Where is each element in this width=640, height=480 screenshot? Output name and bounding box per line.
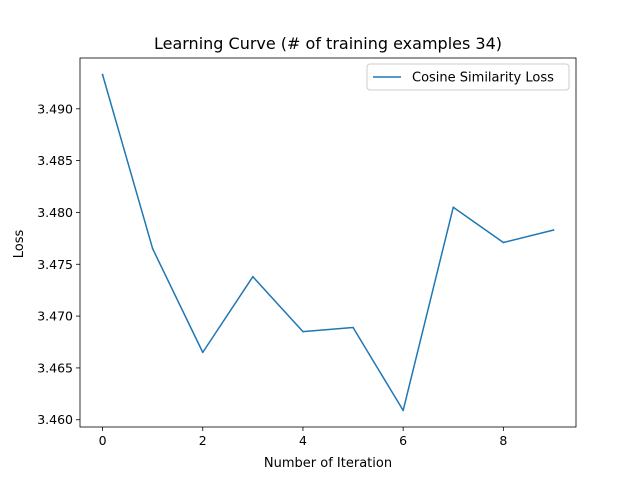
y-axis-label: Loss — [12, 230, 27, 259]
plot-area: 0 2 4 6 8 3.460 3.465 3.470 3.475 3.480 3.485 3.490 — [37, 57, 577, 448]
y-tick-label: 3.485 — [37, 153, 73, 168]
y-tick-label: 3.475 — [37, 257, 73, 272]
x-tick-label: 2 — [199, 433, 207, 448]
x-tick-label: 0 — [99, 433, 107, 448]
data-point — [302, 330, 304, 333]
data-point — [101, 73, 104, 76]
y-tick-label: 3.465 — [37, 360, 73, 375]
x-tick-label: 6 — [399, 433, 407, 448]
data-point — [252, 275, 254, 278]
legend-label: Cosine Similarity Loss — [412, 71, 554, 86]
axes-frame — [79, 57, 577, 428]
y-tick-label: 3.490 — [37, 101, 73, 116]
data-point — [502, 241, 505, 244]
x-tick-label: 8 — [499, 433, 507, 448]
x-tick-label: 4 — [299, 433, 307, 448]
legend: Cosine Similarity Loss — [366, 63, 570, 91]
data-point — [201, 351, 204, 354]
data-point — [402, 409, 404, 412]
data-point — [552, 229, 555, 231]
x-axis-label: Number of Iteration — [264, 456, 392, 471]
series-line-0 — [101, 73, 555, 412]
y-tick-label: 3.480 — [37, 205, 73, 220]
data-point — [151, 247, 154, 250]
y-tick-label: 3.460 — [37, 412, 73, 427]
y-tick-label: 3.470 — [37, 309, 73, 324]
chart-title: Learning Curve (# of training examples 3… — [154, 34, 502, 53]
data-point — [352, 326, 354, 329]
data-point — [452, 206, 455, 209]
legend-box — [366, 63, 570, 91]
